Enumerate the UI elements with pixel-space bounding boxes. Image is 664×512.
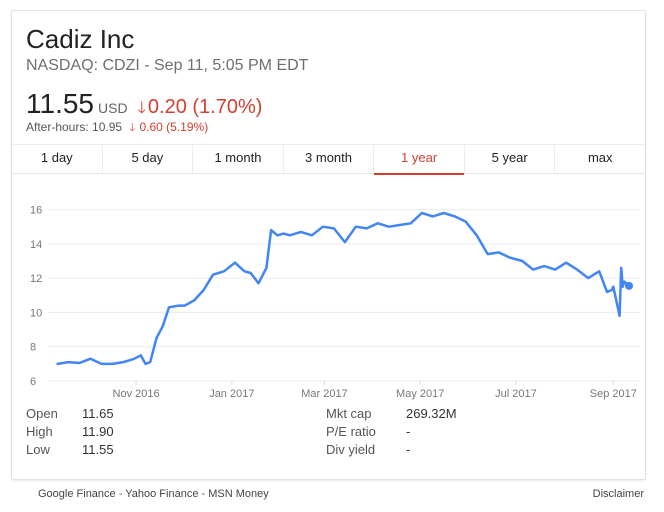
current-price: 11.55 [26,88,94,119]
y-tick-label: 6 [30,376,36,388]
price-chart[interactable]: 6 8 10 12 14 16 Nov 2016 Jan 2017 Mar 2017 May 20… [12,201,645,401]
x-tick-label: Jan 2017 [209,388,254,400]
tab-5-day[interactable]: 5 day [103,145,194,173]
stat-label: Mkt cap [326,406,372,421]
price-row: 11.55 USD 🡓 0.20 (1.70%) [26,88,262,124]
last-price-point [625,281,634,290]
x-tick-label: Nov 2016 [113,388,160,400]
after-hours-change-value: 0.60 (5.19%) [139,120,209,134]
range-tabs: 1 day 5 day 1 month 3 month 1 year 5 yea… [12,144,645,175]
x-tick-label: Mar 2017 [301,388,347,400]
tab-1-month[interactable]: 1 month [193,145,284,173]
stat-label: High [26,424,53,439]
down-arrow-icon: 🡓 [129,122,136,134]
currency-label: USD [98,100,128,116]
stat-value: 11.65 [82,406,114,421]
finance-card: Cadiz Inc NASDAQ: CDZI - Sep 11, 5:05 PM… [11,10,646,480]
stat-label: P/E ratio [326,424,376,439]
y-tick-label: 12 [30,273,42,285]
stat-value: - [406,424,411,439]
stat-row-open: Open 11.65 [26,406,114,424]
down-arrow-icon: 🡓 [137,100,146,117]
price-line [56,211,631,366]
tab-3-month[interactable]: 3 month [284,145,375,173]
stat-row-low: Low 11.55 [26,442,114,460]
stat-row-div-yield: Div yield - [326,442,457,460]
y-tick-label: 8 [30,342,36,354]
y-tick-label: 14 [30,239,42,251]
stats-right: Mkt cap 269.32M P/E ratio - Div yield - [326,406,457,460]
google-finance-link[interactable]: Google Finance [38,488,116,500]
y-tick-label: 10 [30,307,42,319]
after-hours-label: After-hours: 10.95 [26,120,123,134]
stat-value: 11.90 [82,424,114,439]
yahoo-finance-link[interactable]: Yahoo Finance [125,488,199,500]
stat-row-high: High 11.90 [26,424,114,442]
tab-max[interactable]: max [587,150,613,165]
stat-value: - [406,442,411,457]
y-tick-label: 16 [30,205,42,217]
stats-left: Open 11.65 High 11.90 Low 11.55 [26,406,114,460]
stat-label: Div yield [326,442,376,457]
stat-label: Open [26,406,58,421]
company-name[interactable]: Cadiz Inc [26,24,135,54]
x-tick-label: May 2017 [396,388,444,400]
stat-label: Low [26,442,50,457]
after-hours-change: 🡓 0.60 (5.19%) [129,120,208,134]
disclaimer-link[interactable]: Disclaimer [592,488,644,500]
msn-money-link[interactable]: MSN Money [208,488,269,500]
after-hours: After-hours: 10.95 🡓 0.60 (5.19%) [26,119,208,138]
link-separator: - [198,488,209,500]
stat-row-mkt-cap: Mkt cap 269.32M [326,406,457,424]
link-separator: - [115,488,126,500]
tab-1-year[interactable]: 1 year [374,145,465,175]
tab-5-year[interactable]: 5 year [465,145,556,173]
tab-1-day[interactable]: 1 day [12,145,103,173]
x-tick-label: Jul 2017 [495,388,537,400]
price-change-value: 0.20 (1.70%) [147,96,263,118]
stat-value: 11.55 [82,442,114,457]
source-links: Google Finance - Yahoo Finance - MSN Mon… [38,488,269,500]
exchange-line: NASDAQ: CDZI - Sep 11, 5:05 PM EDT [26,57,309,74]
price-change: 🡓 0.20 (1.70%) [138,96,263,124]
stat-row-pe-ratio: P/E ratio - [326,424,457,442]
x-tick-label: Sep 2017 [590,388,637,400]
stat-value: 269.32M [406,406,457,421]
